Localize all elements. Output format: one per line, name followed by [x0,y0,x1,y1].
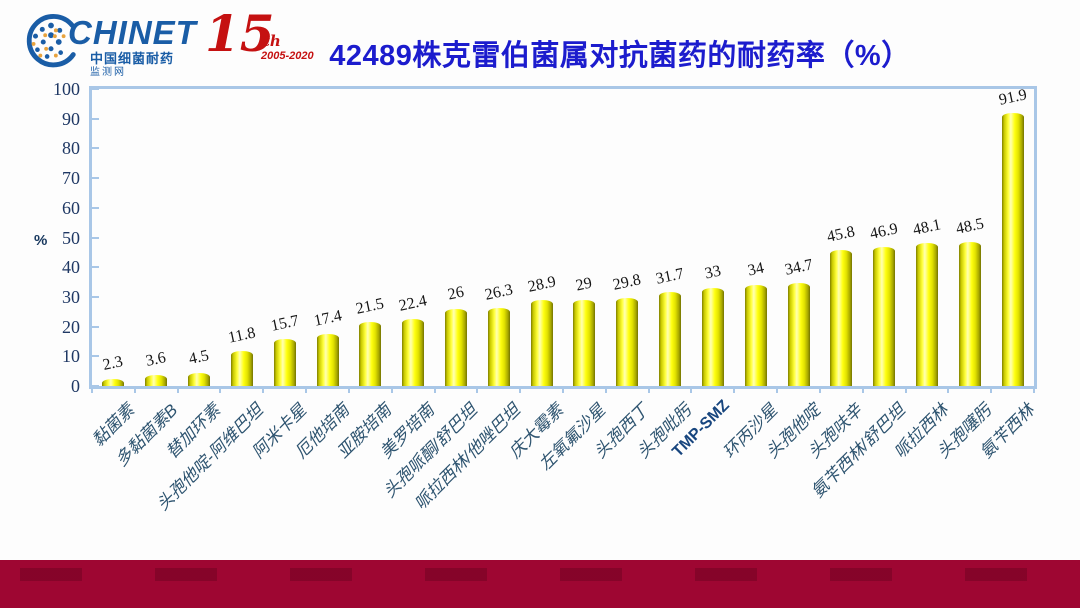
y-tick-label: 0 [71,376,80,396]
x-tick [176,386,179,393]
bar [188,372,211,386]
bar [873,246,896,386]
y-tick [92,177,99,180]
bar [230,350,253,386]
x-tick [433,386,436,393]
x-tick [390,386,393,393]
bar [958,241,981,386]
x-tick [133,386,136,393]
y-tick-label: 100 [53,79,80,99]
bar [830,249,853,386]
footer-band [0,560,1080,608]
x-tick [262,386,265,393]
x-tick [733,386,736,393]
x-tick [818,386,821,393]
x-tick [990,386,993,393]
bar [102,379,125,386]
x-tick [604,386,607,393]
x-tick [647,386,650,393]
y-tick [92,355,99,358]
y-tick-label: 90 [62,108,80,129]
x-tick [904,386,907,393]
anniversary-years: 2005-2020 [261,50,314,62]
y-tick [92,295,99,298]
y-axis: 0 10 20 30 40 50 60 70 80 90 100 [0,79,82,396]
y-tick [92,385,99,387]
bar [787,282,810,386]
x-tick [476,386,479,393]
brand-text: CHINET [68,14,197,51]
y-tick-label: 50 [62,227,80,248]
y-tick-label: 20 [62,316,80,337]
x-tick [519,386,522,393]
bar [616,297,639,386]
chinet-logo: CHINET 中国细菌耐药 监测网 [18,8,203,78]
bar [701,288,724,386]
y-axis-unit-label: % [34,232,48,249]
x-tick [91,386,93,393]
y-tick-label: 70 [62,168,80,189]
logo-subtitle-cn: 中国细菌耐药 [90,51,175,66]
bar [530,300,553,386]
y-tick [92,266,99,269]
x-tick [219,386,222,393]
y-tick [92,206,99,209]
y-tick-label: 10 [62,346,80,367]
y-tick-label: 40 [62,257,80,278]
y-tick [92,117,99,120]
x-tick [776,386,779,393]
plot-area: 2.3 3.6 4.5 11.8 15.7 17.4 21.5 22.4 26 26.3 28.9 2… [89,86,1037,393]
y-tick [92,88,99,90]
bar [573,299,596,386]
anniversary-number: 15 [205,4,275,63]
y-tick [92,325,99,328]
bar-value-label: 91.9 [997,86,1028,109]
y-tick-label: 60 [62,197,80,218]
y-tick [92,236,99,239]
bar [659,291,682,386]
anniversary-suffix: th [263,32,281,50]
x-tick [562,386,564,393]
globe-icon [26,14,76,68]
bar [744,285,767,386]
bar [1001,113,1024,386]
bar [444,308,467,386]
chart-title: 42489株克雷伯菌属对抗菌药的耐药率（%） [329,40,911,72]
bar [316,334,339,386]
logo-subtitle-net: 监测网 [90,67,126,78]
x-tick [947,386,950,393]
y-tick [92,147,99,150]
y-tick-label: 30 [62,286,80,307]
x-tick [690,386,693,393]
x-axis-category-labels: 黏菌素 多黏菌素B 替加环素 头孢他啶-阿维巴坦 阿米卡星 厄他培南 亚胺培南 美罗培南 头孢哌… [89,397,1038,562]
x-tick [861,386,864,393]
bar [145,375,168,386]
x-tick [1033,386,1035,393]
bar [359,322,382,386]
bar [487,307,510,386]
anniversary-logo: 15 th 2005-2020 [205,4,315,72]
bar [273,339,296,386]
bar [402,319,425,386]
y-tick-label: 80 [62,138,80,159]
x-tick [305,386,308,393]
x-tick [347,386,350,393]
bar [915,243,938,386]
